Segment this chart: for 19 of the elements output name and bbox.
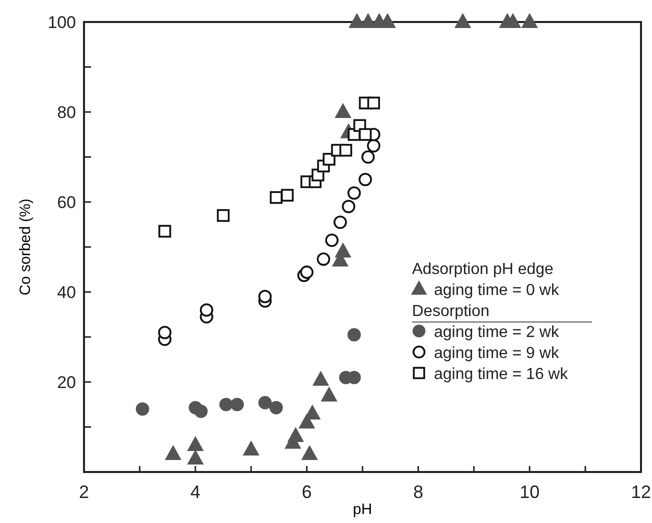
annotation: Desorption	[412, 303, 490, 320]
legend-label: aging time = 9 wk	[434, 345, 560, 362]
legend-label: aging time = 0 wk	[434, 282, 560, 299]
x-tick-label: 12	[630, 482, 652, 502]
y-tick-label: 80	[57, 103, 76, 122]
x-tick-label: 6	[302, 482, 312, 502]
y-tick-label: 20	[57, 373, 76, 392]
x-axis-title: pH	[352, 501, 372, 518]
legend-label: aging time = 2 wk	[434, 324, 560, 341]
y-tick-label: 100	[48, 13, 76, 32]
legend-label: aging time = 16 wk	[434, 366, 569, 383]
x-tick-label: 4	[190, 482, 200, 502]
x-tick-label: 2	[78, 482, 90, 502]
annotation: Adsorption pH edge	[412, 261, 554, 278]
y-tick-label: 40	[57, 283, 76, 302]
y-tick-label: 60	[57, 193, 76, 212]
y-axis-title: Co sorbed (%)	[17, 198, 34, 296]
x-tick-label: 10	[520, 482, 540, 502]
x-tick-label: 8	[413, 482, 424, 502]
